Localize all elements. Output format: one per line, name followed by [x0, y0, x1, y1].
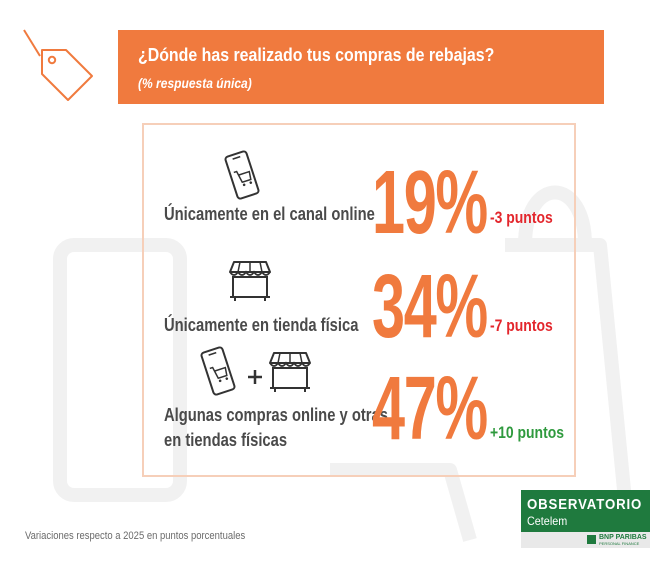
observatorio-cetelem-logo: OBSERVATORIO Cetelem BNP PARIBAS PERSONA… — [521, 490, 650, 548]
row-label-mixed-line1: Algunas compras online y otras — [164, 405, 388, 425]
logo-banner — [521, 490, 650, 532]
row-label-store: Únicamente en tienda física — [164, 315, 359, 335]
partner-subtitle: PERSONAL FINANCE — [599, 541, 640, 546]
row-label-mixed-line2: en tiendas físicas — [164, 430, 288, 450]
row-label-online: Únicamente en el canal online — [164, 204, 375, 224]
logo-subtitle: Cetelem — [527, 514, 568, 528]
footnote: Variaciones respecto a 2025 en puntos po… — [25, 530, 246, 542]
bnp-star-icon — [587, 535, 596, 544]
value-store: 34% — [372, 257, 488, 357]
delta-store: -7 puntos — [490, 316, 553, 335]
results-panel — [142, 123, 576, 477]
smartphone-cart-icon — [224, 150, 260, 200]
storefront-icon — [229, 261, 271, 301]
partner-name: BNP PARIBAS — [599, 534, 647, 541]
header-banner: ¿Dónde has realizado tus compras de reba… — [118, 30, 604, 104]
logo-footer — [521, 532, 650, 548]
price-tag-icon — [23, 29, 93, 101]
page-title: ¿Dónde has realizado tus compras de reba… — [138, 44, 495, 65]
delta-online: -3 puntos — [490, 208, 553, 227]
value-mixed: 47% — [372, 359, 488, 459]
value-online: 19% — [372, 153, 488, 253]
logo-title: OBSERVATORIO — [527, 496, 643, 513]
delta-mixed: +10 puntos — [490, 423, 564, 442]
page-subtitle: (% respuesta única) — [138, 75, 252, 91]
smartphone-plus-store-icon — [200, 346, 311, 396]
